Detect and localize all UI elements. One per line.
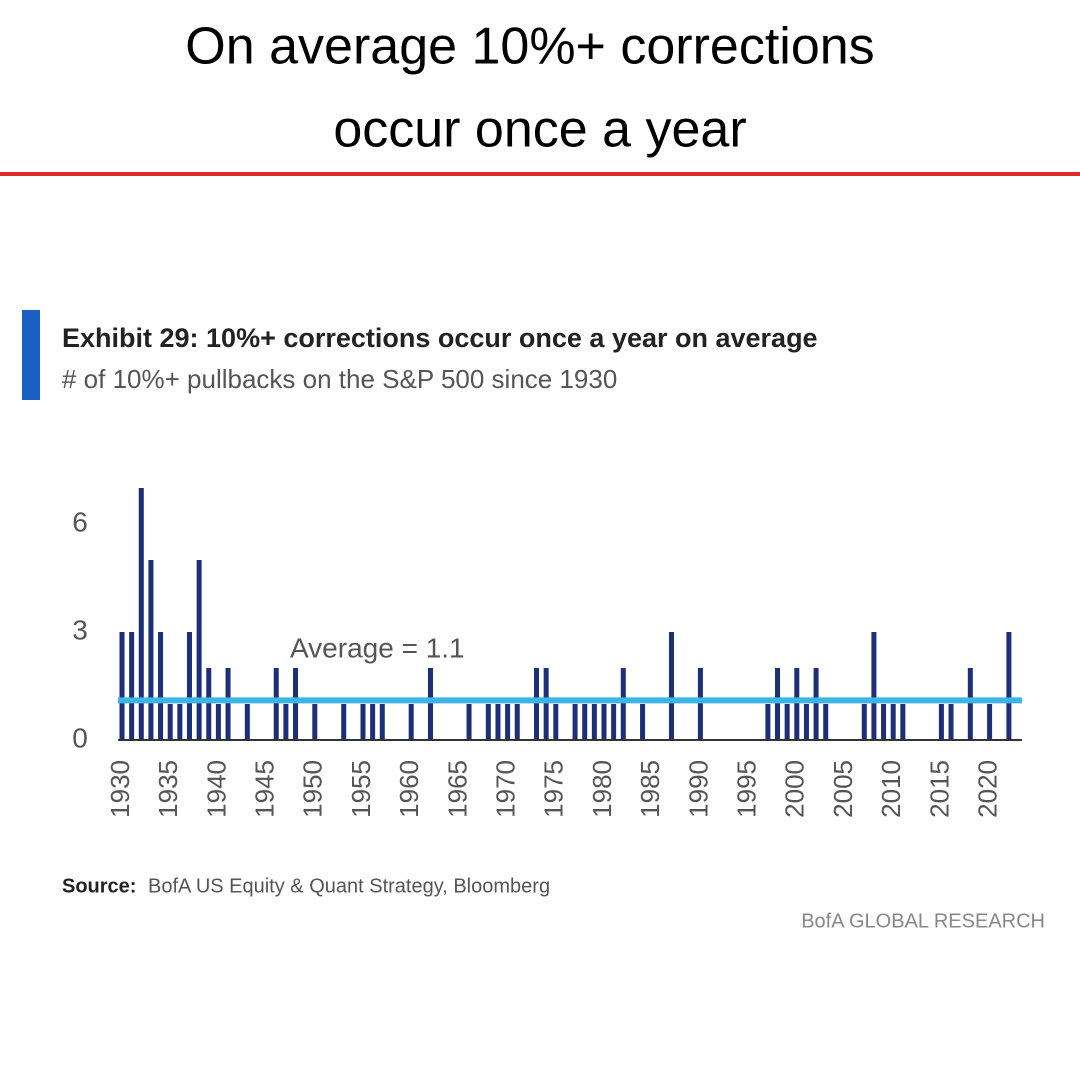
bar (861, 704, 867, 740)
x-tick-label: 1995 (731, 760, 761, 818)
bar (591, 704, 597, 740)
bar (119, 632, 125, 740)
x-tick-label: 1945 (249, 760, 279, 818)
bar (803, 704, 809, 740)
bar (823, 704, 829, 740)
bar (466, 704, 472, 740)
x-tick-label: 1980 (587, 760, 617, 818)
brand: BofA GLOBAL RESEARCH (801, 910, 1045, 932)
x-tick-label: 2000 (780, 760, 810, 818)
headline: On average 10%+ corrections (185, 18, 874, 76)
average-label: Average = 1.1 (290, 632, 465, 663)
y-tick-label: 6 (72, 506, 88, 537)
bar (129, 632, 135, 740)
bar (1006, 632, 1012, 740)
bar (534, 668, 540, 740)
bar (148, 560, 154, 740)
bar (543, 668, 549, 740)
source-label: Source: (62, 875, 136, 897)
chart-subtitle: # of 10%+ pullbacks on the S&P 500 since… (62, 364, 617, 394)
bar (794, 668, 800, 740)
y-tick-label: 0 (72, 722, 88, 753)
bar (620, 668, 626, 740)
bar (938, 704, 944, 740)
bar (360, 704, 366, 740)
bar (871, 632, 877, 740)
bar (138, 488, 144, 740)
x-tick-label: 2015 (924, 760, 954, 818)
bar (196, 560, 202, 740)
x-tick-label: 2020 (972, 760, 1002, 818)
bar (341, 704, 347, 740)
bar (379, 704, 385, 740)
bar (408, 704, 414, 740)
bar (427, 668, 433, 740)
bar (601, 704, 607, 740)
bar (514, 704, 520, 740)
bar (813, 668, 819, 740)
divider (0, 172, 1080, 176)
bar (697, 668, 703, 740)
bar (283, 704, 289, 740)
x-tick-label: 1935 (153, 760, 183, 818)
bar (553, 704, 559, 740)
bar (312, 704, 318, 740)
bar (572, 704, 578, 740)
bar (987, 704, 993, 740)
bar (495, 704, 501, 740)
bar (611, 704, 617, 740)
x-tick-label: 1950 (298, 760, 328, 818)
accent-bar (22, 310, 40, 400)
bar (273, 668, 279, 740)
x-tick-label: 1960 (394, 760, 424, 818)
bar (225, 668, 231, 740)
bar (485, 704, 491, 740)
bar (881, 704, 887, 740)
headline: occur once a year (333, 101, 746, 159)
bar (167, 704, 173, 740)
bar (215, 704, 221, 740)
bar (370, 704, 376, 740)
chart-title: Exhibit 29: 10%+ corrections occur once … (62, 323, 818, 353)
x-tick-label: 1930 (105, 760, 135, 818)
bar (668, 632, 674, 740)
bar (293, 668, 299, 740)
bar (967, 668, 973, 740)
x-tick-label: 1970 (490, 760, 520, 818)
x-tick-label: 1965 (442, 760, 472, 818)
bar (948, 704, 954, 740)
bar (244, 704, 250, 740)
bar (784, 704, 790, 740)
bar (582, 704, 588, 740)
bar (158, 632, 164, 740)
bar (775, 668, 781, 740)
bar (186, 632, 192, 740)
x-tick-label: 2010 (876, 760, 906, 818)
source: BofA US Equity & Quant Strategy, Bloombe… (148, 875, 550, 897)
x-tick-label: 1955 (346, 760, 376, 818)
x-tick-label: 1940 (201, 760, 231, 818)
bar (765, 704, 771, 740)
x-tick-label: 1975 (539, 760, 569, 818)
bar (640, 704, 646, 740)
bar (505, 704, 511, 740)
x-tick-label: 1985 (635, 760, 665, 818)
bar (177, 704, 183, 740)
bar (900, 704, 906, 740)
bar (890, 704, 896, 740)
x-tick-label: 1990 (683, 760, 713, 818)
bar (206, 668, 212, 740)
x-tick-label: 2005 (828, 760, 858, 818)
y-tick-label: 3 (72, 614, 88, 645)
